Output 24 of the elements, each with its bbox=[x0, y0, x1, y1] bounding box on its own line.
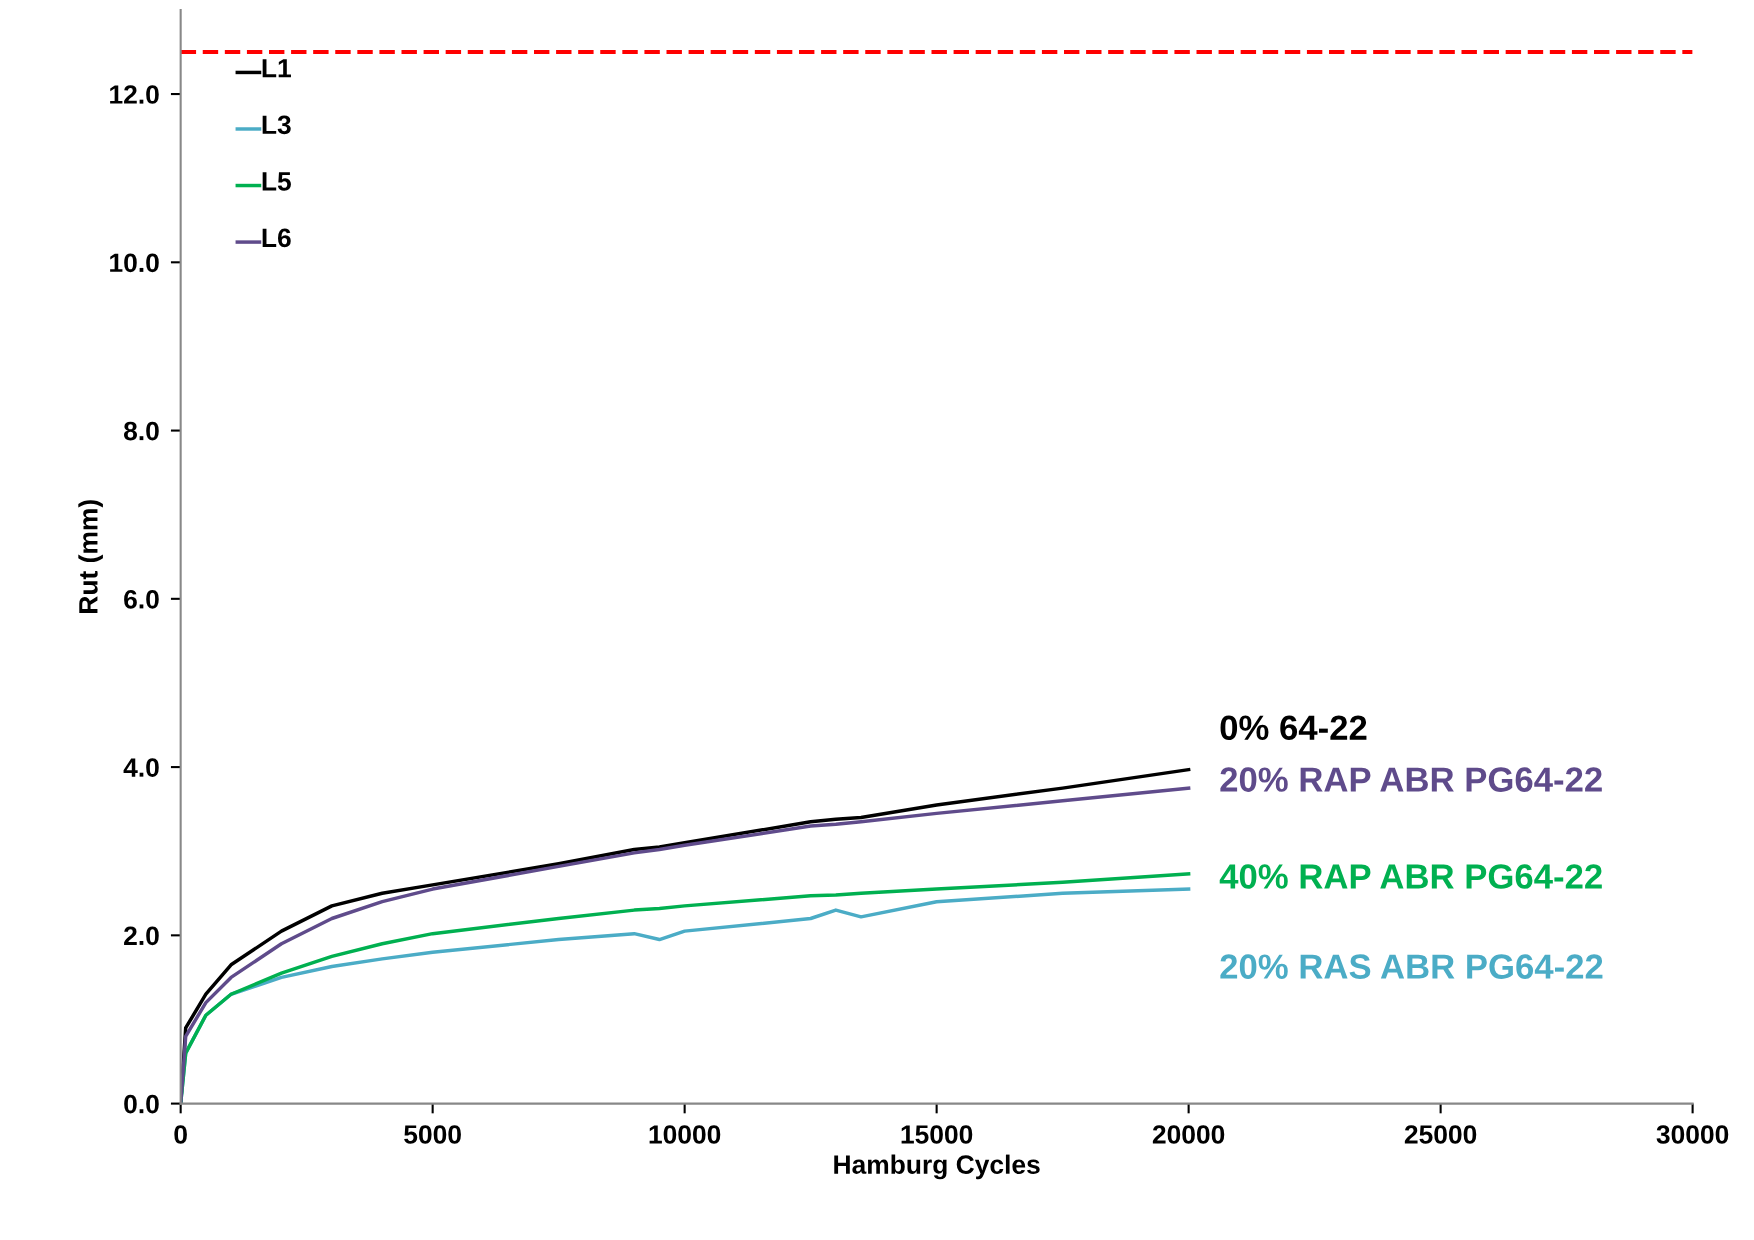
y-tick-label: 0.0 bbox=[124, 1094, 159, 1114]
y-tick-label: 8.0 bbox=[123, 421, 159, 441]
y-tick-label: 2.0 bbox=[124, 926, 159, 946]
y-tick-label: 12.0 bbox=[110, 85, 159, 104]
x-tick-label: 30000 bbox=[1656, 1125, 1729, 1144]
legend-label: L3 bbox=[262, 115, 291, 135]
x-axis-title: Hamburg Cycles bbox=[834, 1154, 1040, 1180]
annotation: 20% RAP ABR PG64-22 bbox=[1220, 767, 1602, 792]
y-tick-label: 6.0 bbox=[124, 589, 159, 609]
annotation: 0% 64-22 bbox=[1220, 715, 1367, 741]
x-tick-label: 15000 bbox=[901, 1125, 973, 1144]
x-tick-label: 10000 bbox=[649, 1125, 721, 1144]
y-tick-label: 4.0 bbox=[123, 758, 159, 777]
x-tick-label: 25000 bbox=[1404, 1125, 1477, 1144]
annotation: 20% RAS ABR PG64-22 bbox=[1220, 954, 1603, 979]
annotation: 40% RAP ABR PG64-22 bbox=[1219, 864, 1602, 889]
x-tick-label: 5000 bbox=[404, 1125, 461, 1144]
legend-label: L6 bbox=[262, 228, 291, 248]
x-tick-label: 0 bbox=[174, 1125, 187, 1144]
legend-label: L1 bbox=[262, 59, 291, 78]
y-tick-label: 10.0 bbox=[110, 253, 159, 273]
x-tick-label: 20000 bbox=[1152, 1125, 1225, 1144]
legend-label: L5 bbox=[262, 172, 291, 191]
y-axis-title: Rut (mm) bbox=[78, 500, 103, 613]
